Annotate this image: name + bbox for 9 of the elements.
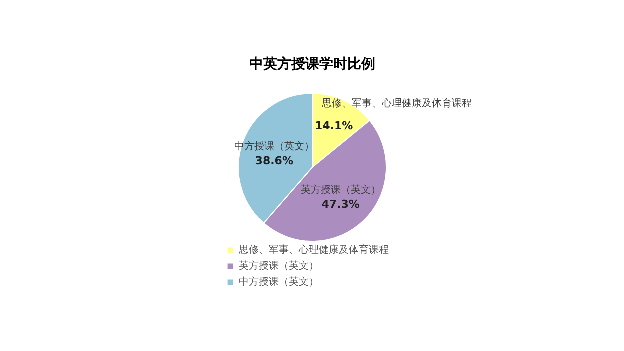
data-label: 47.3%: [322, 198, 360, 212]
data-label: 38.6%: [255, 154, 294, 168]
slice-label: 思修、军事、心理健康及体育课程: [321, 98, 472, 110]
legend-label: 中方授课（英文）: [239, 276, 319, 289]
data-label: 14.1%: [314, 120, 354, 133]
slice-label: 英方授课（英文）: [300, 184, 381, 196]
legend-label: 思修、军事、心理健康及体育课程: [239, 244, 389, 257]
legend-label: 英方授课（英文）: [239, 260, 319, 273]
chart-title: 中英方授课学时比例: [250, 56, 376, 72]
